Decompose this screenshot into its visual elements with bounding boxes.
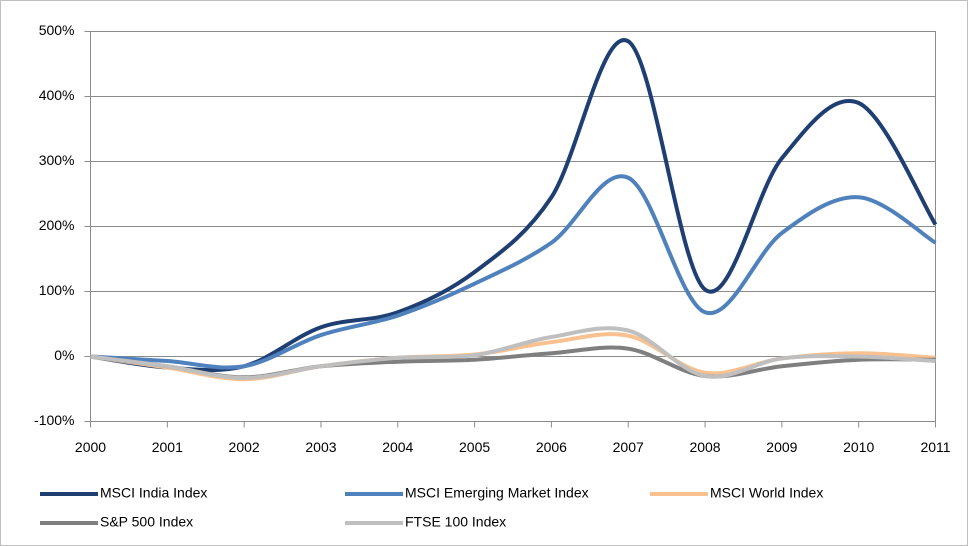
- x-tick-label: 2010: [843, 439, 874, 455]
- legend-label: MSCI India Index: [100, 485, 207, 501]
- y-tick-label: -100%: [34, 412, 74, 428]
- x-tick-label: 2004: [382, 439, 413, 455]
- legend-label: FTSE 100 Index: [405, 514, 506, 530]
- y-tick-label: 0%: [54, 347, 74, 363]
- y-tick-label: 200%: [39, 217, 75, 233]
- legend-label: MSCI World Index: [710, 485, 823, 501]
- x-tick-label: 2000: [75, 439, 106, 455]
- y-tick-label: 400%: [39, 87, 75, 103]
- x-tick-label: 2007: [613, 439, 644, 455]
- legend-label: MSCI Emerging Market Index: [405, 485, 589, 501]
- x-tick-label: 2011: [920, 439, 950, 455]
- series-line: [90, 174, 937, 370]
- legend-label: S&P 500 Index: [100, 514, 193, 530]
- y-tick-label: 100%: [39, 282, 75, 298]
- x-tick-label: 2001: [152, 439, 183, 455]
- x-tick-label: 2002: [229, 439, 260, 455]
- y-tick-label: 300%: [39, 152, 75, 168]
- x-tick-label: 2005: [459, 439, 490, 455]
- x-tick-label: 2008: [689, 439, 720, 455]
- x-tick-label: 2009: [766, 439, 797, 455]
- series-line: [90, 326, 936, 380]
- x-tick-label: 2006: [536, 439, 567, 455]
- x-tick-label: 2003: [305, 439, 336, 455]
- y-tick-label: 500%: [39, 22, 75, 38]
